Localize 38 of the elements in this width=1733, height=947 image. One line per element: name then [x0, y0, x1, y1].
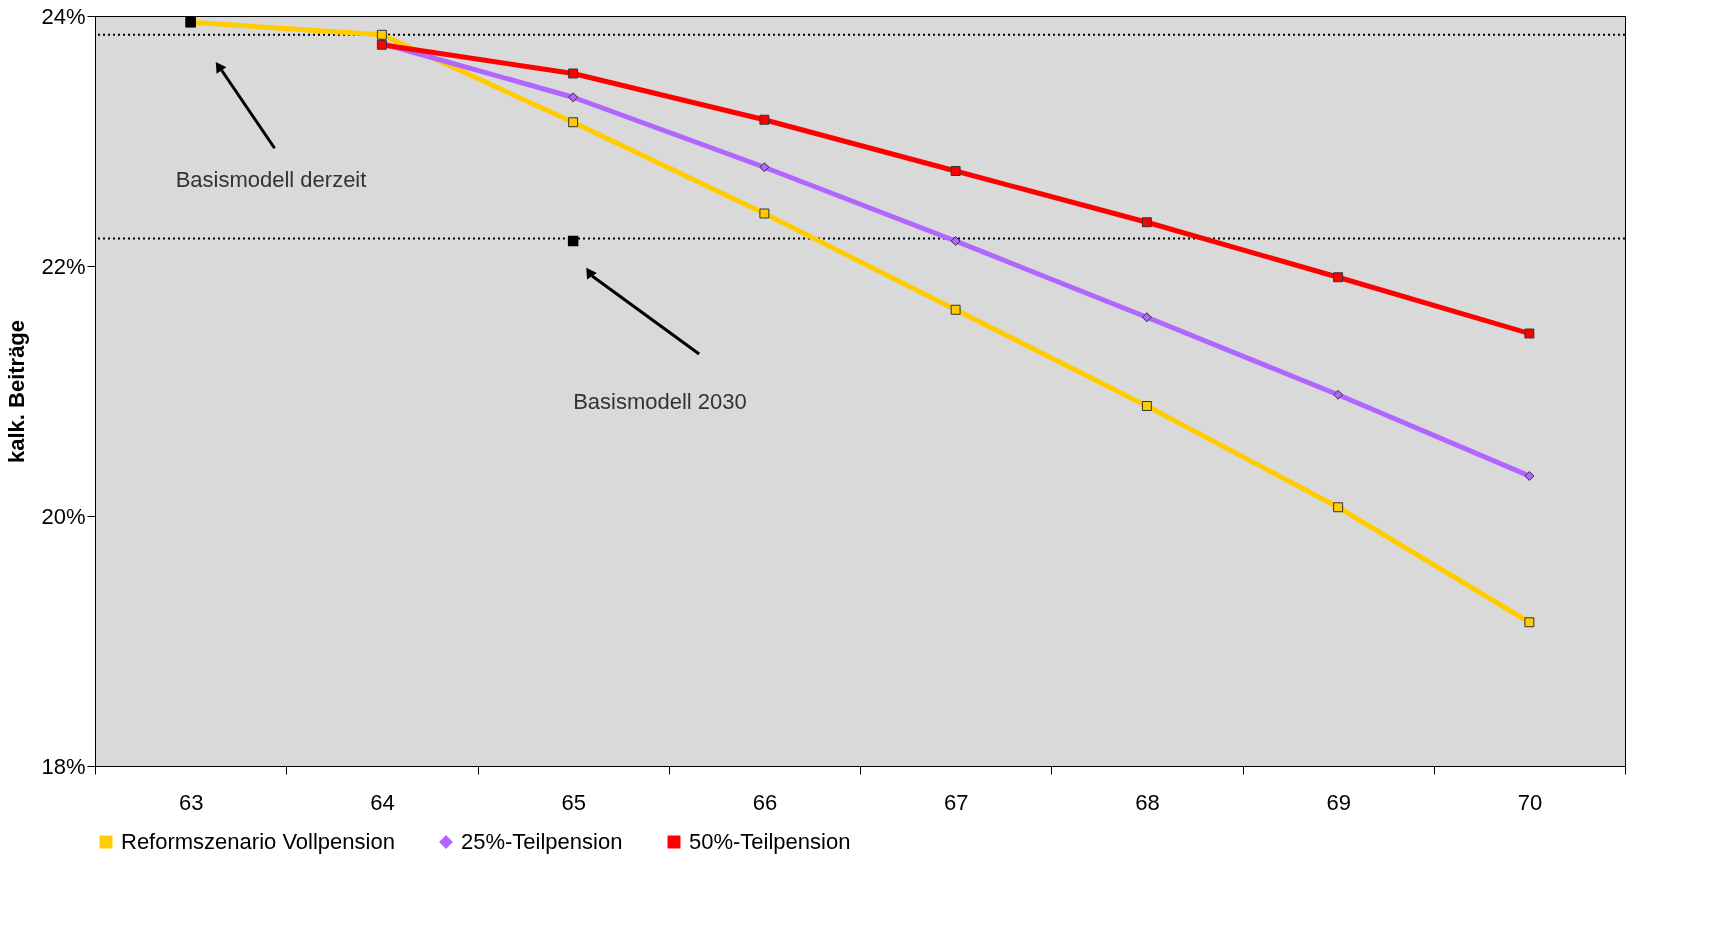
point — [1141, 217, 1152, 228]
point — [568, 68, 579, 79]
point — [1333, 389, 1344, 400]
y-tick-label: 24% — [41, 3, 86, 29]
point — [759, 208, 770, 219]
point — [759, 114, 770, 125]
point — [1333, 502, 1344, 513]
legend-label: 50%-Teilpension — [689, 829, 851, 854]
y-tick-label: 20% — [41, 503, 86, 529]
y-axis-title: kalk. Beiträge — [4, 319, 30, 464]
point — [1524, 617, 1535, 628]
x-tick-label: 69 — [1326, 789, 1351, 815]
legend-label: Reformszenario Vollpension — [121, 829, 395, 854]
point — [568, 92, 579, 103]
x-tick-label: 64 — [370, 789, 395, 815]
point — [950, 236, 961, 246]
x-tick-label: 67 — [943, 789, 969, 815]
point — [567, 235, 579, 247]
point — [568, 117, 579, 128]
annotation: Basismodell 2030 — [573, 389, 747, 414]
point — [1141, 401, 1152, 411]
annotation: Basismodell derzeit — [175, 167, 367, 193]
legend-label: 25%-Teilpension — [461, 829, 623, 854]
x-tick-label: 66 — [752, 789, 778, 815]
point — [1333, 272, 1344, 283]
x-tick-label: 68 — [1135, 789, 1160, 815]
x-tick-label: 63 — [178, 789, 204, 815]
point — [950, 166, 961, 176]
point — [1141, 312, 1152, 323]
y-tick-label: 22% — [41, 253, 86, 279]
x-tick-label: 65 — [561, 789, 586, 815]
point — [1524, 328, 1535, 339]
point — [759, 162, 770, 173]
x-tick-label: 70 — [1517, 789, 1543, 815]
point — [1524, 471, 1535, 481]
point — [376, 29, 387, 40]
y-tick-label: 18% — [41, 753, 86, 779]
point — [950, 304, 961, 315]
